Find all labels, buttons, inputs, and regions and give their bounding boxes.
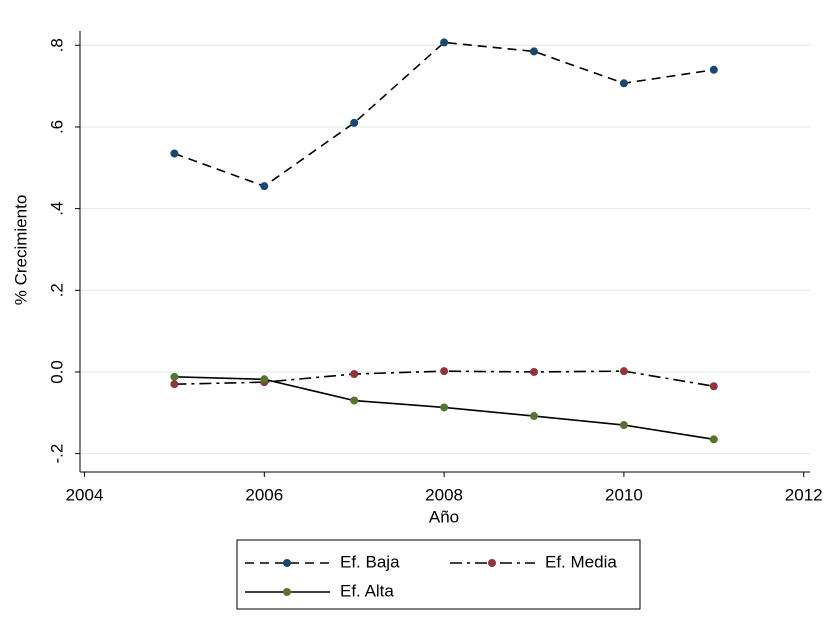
marker	[350, 396, 359, 405]
legend-label: Ef. Media	[545, 552, 617, 571]
x-tick-label: 2012	[785, 485, 823, 504]
y-tick-label: .2	[47, 283, 66, 297]
x-axis-title: Año	[429, 507, 459, 526]
marker	[170, 372, 179, 381]
x-tick-label: 2004	[66, 485, 104, 504]
marker	[709, 435, 718, 444]
legend-marker	[283, 559, 291, 567]
y-axis-title: % Crecimiento	[11, 195, 30, 306]
marker	[440, 38, 449, 47]
legend-label: Ef. Baja	[340, 552, 400, 571]
marker	[530, 367, 539, 376]
marker	[709, 65, 718, 74]
marker	[530, 412, 539, 421]
legend-label: Ef. Alta	[340, 581, 394, 600]
y-tick-label: .8	[47, 38, 66, 52]
x-tick-label: 2010	[605, 485, 643, 504]
y-tick-label: .6	[47, 120, 66, 134]
marker	[619, 79, 628, 88]
legend-marker	[488, 559, 496, 567]
y-tick-label: .4	[47, 202, 66, 216]
marker	[530, 47, 539, 56]
marker	[619, 421, 628, 430]
marker	[350, 370, 359, 378]
marker	[619, 367, 628, 376]
marker	[440, 367, 449, 376]
x-tick-label: 2008	[425, 485, 463, 504]
marker	[260, 182, 269, 191]
marker	[350, 118, 359, 127]
marker	[709, 382, 718, 391]
x-tick-label: 2006	[245, 485, 283, 504]
marker	[440, 403, 449, 412]
legend-marker	[283, 588, 291, 596]
y-tick-label: 0.0	[47, 360, 66, 384]
y-tick-label: -.2	[47, 444, 66, 464]
marker	[170, 380, 179, 389]
marker	[260, 375, 269, 384]
marker	[170, 149, 179, 158]
legend-box	[236, 539, 641, 610]
